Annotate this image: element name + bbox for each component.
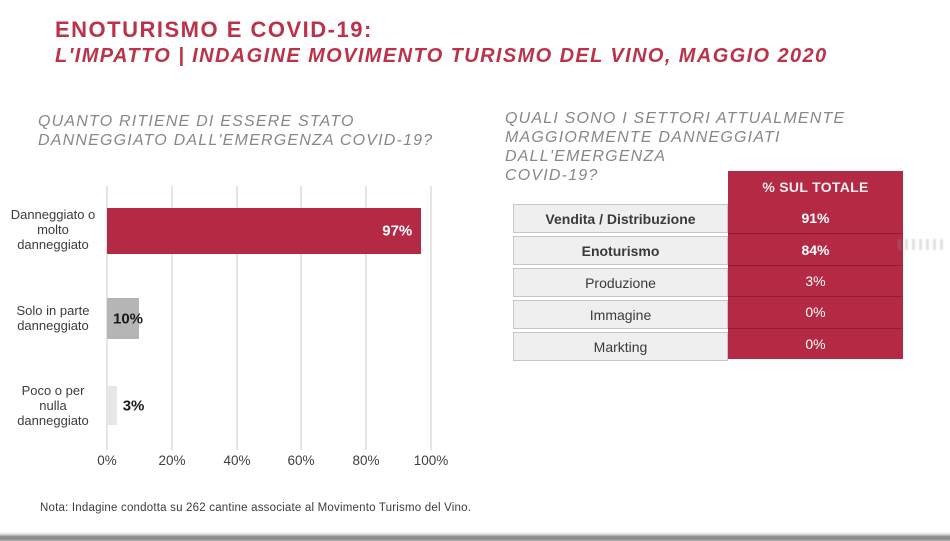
table-value-header: % SUL TOTALE [762, 179, 869, 195]
bar-chart-plot-area: 97% 10% 3% [106, 186, 432, 450]
table-value-markting: 0% [728, 327, 903, 359]
slide-header: ENOTURISMO E COVID-19: L'IMPATTO | INDAG… [55, 17, 835, 68]
x-tick-20: 20% [158, 453, 186, 468]
table-label-column: Vendita / Distribuzione Enoturismo Produ… [513, 204, 728, 364]
category-label-danneggiato: Danneggiato o molto danneggiato [10, 207, 96, 252]
category-label-solo-in-parte: Solo in parte danneggiato [16, 303, 90, 333]
table-label-enoturismo: Enoturismo [513, 236, 728, 265]
bar-value-danneggiato: 97% [382, 222, 413, 240]
x-tick-80: 80% [352, 453, 380, 468]
gridline-20 [170, 186, 173, 450]
table-value-immagine: 0% [728, 296, 903, 327]
table-label-immagine: Immagine [513, 300, 728, 329]
x-tick-0: 0% [97, 453, 117, 468]
table-label-produzione: Produzione [513, 268, 728, 297]
bar-row-solo-in-parte: 10% [107, 298, 431, 339]
bar-row-poco-o-nulla: 3% [107, 386, 431, 425]
window-bottom-edge [0, 532, 950, 541]
page-title: ENOTURISMO E COVID-19: [55, 17, 373, 42]
bar-chart-question: QUANTO RITIENE DI ESSERE STATO DANNEGGIA… [38, 113, 434, 149]
table-value-column: % SUL TOTALE 91% 84% 3% 0% 0% [728, 171, 903, 359]
table-label-vendita: Vendita / Distribuzione [513, 204, 728, 233]
x-tick-100: 100% [413, 453, 449, 468]
table-value-vendita: 91% [801, 210, 830, 227]
bar-value-solo-in-parte: 10% [113, 310, 144, 327]
bar-row-danneggiato: 97% [107, 208, 431, 254]
bar-value-poco-o-nulla: 3% [122, 397, 145, 414]
table-label-markting: Markting [513, 332, 728, 361]
footnote: Nota: Indagine condotta su 262 cantine a… [40, 502, 472, 514]
gridline-60 [300, 186, 303, 450]
bar-solo-in-parte: 10% [107, 298, 143, 339]
watermark-artifact [898, 239, 946, 250]
table-value-produzione: 3% [728, 264, 903, 296]
sectors-table: % SUL TOTALE 91% 84% 3% 0% 0% Vendita / … [513, 171, 903, 361]
gridline-80 [365, 186, 368, 450]
sectors-table-question: QUALI SONO I SETTORI ATTUALMENTE MAGGIOR… [505, 110, 846, 184]
bar-danneggiato: 97% [107, 208, 422, 254]
gridline-40 [235, 186, 238, 450]
category-label-poco-o-nulla: Poco o per nulla danneggiato [17, 383, 89, 428]
bar-poco-o-nulla: 3% [107, 386, 144, 425]
x-tick-40: 40% [223, 453, 251, 468]
gridline-100 [430, 186, 432, 450]
table-value-enoturismo: 84% [728, 233, 903, 264]
page-subtitle: L'IMPATTO | INDAGINE MOVIMENTO TURISMO D… [55, 45, 828, 67]
x-tick-60: 60% [287, 453, 315, 468]
